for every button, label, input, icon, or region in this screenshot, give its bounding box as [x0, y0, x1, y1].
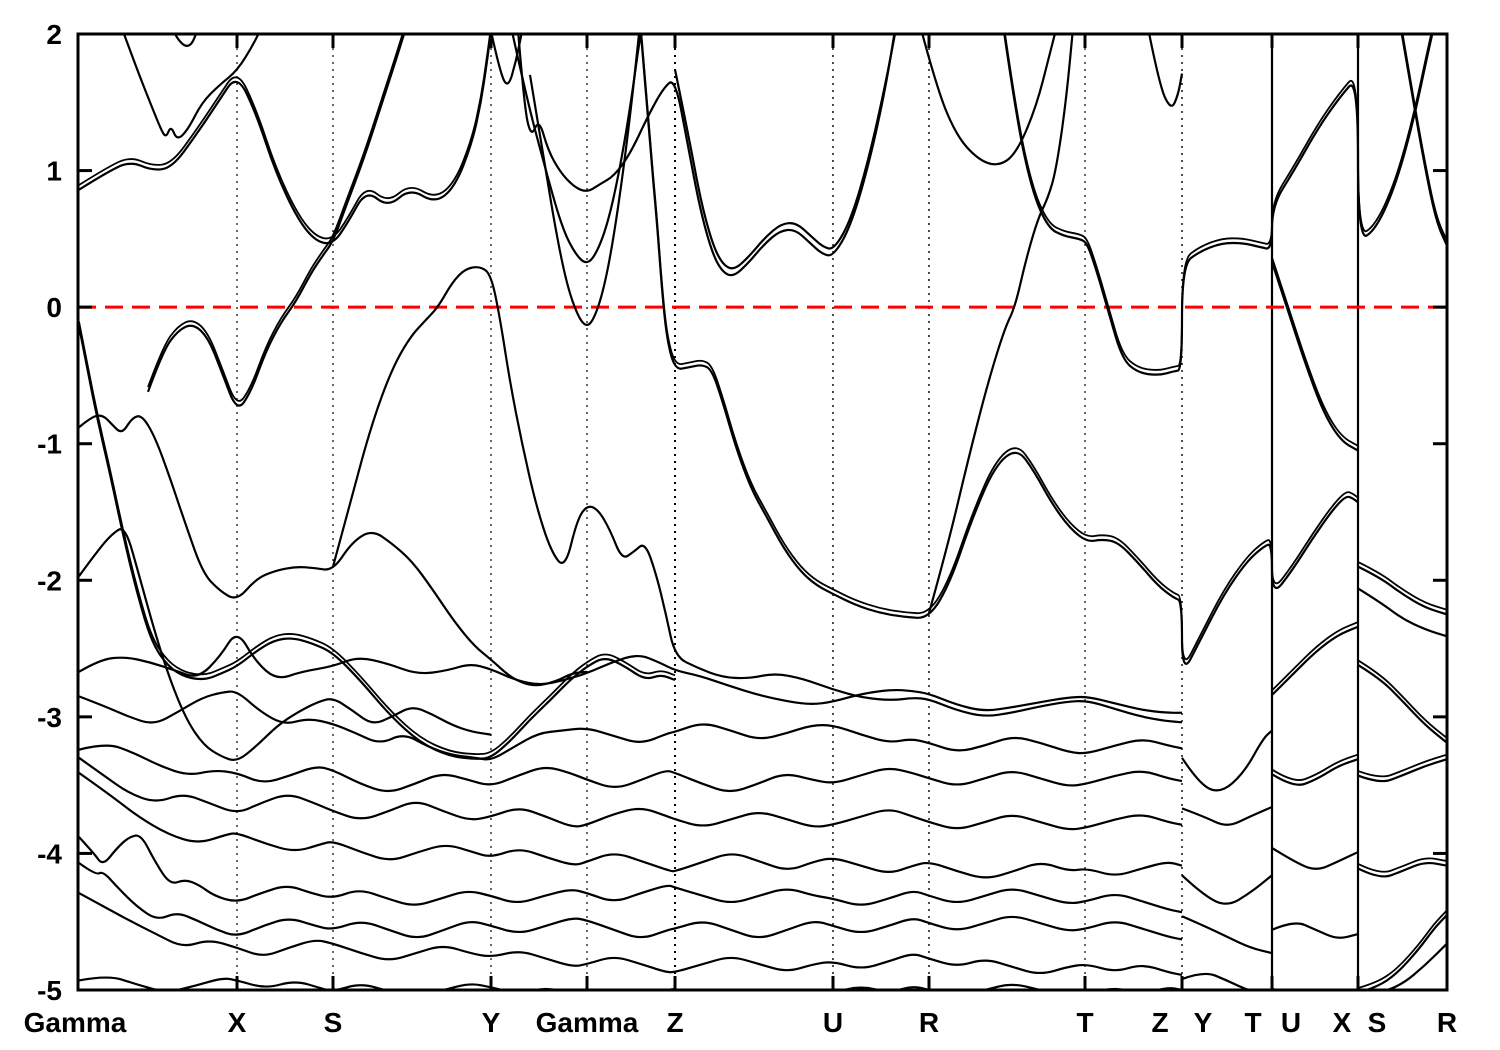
- band-path: [78, 976, 1183, 990]
- band-path: [78, 690, 1183, 761]
- band-path-pair: [1357, 753, 1447, 778]
- band-path: [78, 771, 1183, 879]
- x-axis-tick-label: Y: [482, 1007, 501, 1038]
- band-path-pair: [1357, 857, 1447, 873]
- band-path-pair: [78, 34, 491, 240]
- band-path: [146, 34, 406, 407]
- band-path-pair: [640, 34, 1359, 660]
- y-axis-tick-label: -5: [37, 975, 62, 1006]
- band-path-pair: [78, 321, 676, 756]
- band-path: [1148, 34, 1184, 107]
- band-path: [921, 34, 1056, 166]
- x-axis-tick-label: Z: [1151, 1007, 1168, 1038]
- band-path-pair: [1271, 257, 1359, 447]
- band-path: [78, 834, 1183, 914]
- x-axis-tick-label: S: [1368, 1007, 1387, 1038]
- band-path: [78, 528, 492, 761]
- band-path: [1181, 915, 1273, 955]
- band-path: [331, 266, 1183, 724]
- band-path: [78, 862, 1183, 941]
- band-path: [673, 34, 897, 270]
- x-axis-tick-label: Gamma: [536, 1007, 639, 1038]
- band-path: [639, 34, 1359, 665]
- band-path: [528, 34, 641, 327]
- y-axis-tick-label: -1: [37, 429, 62, 460]
- plot-border: [76, 32, 1449, 992]
- band-path: [927, 34, 1074, 614]
- band-path-pair: [1401, 34, 1447, 242]
- band-path-pair: [1357, 561, 1447, 611]
- band-path-pair: [1271, 753, 1359, 781]
- x-axis-tick-label: S: [324, 1007, 343, 1038]
- x-axis-tick-label: T: [1244, 1007, 1261, 1038]
- x-axis-tick-label: Z: [666, 1007, 683, 1038]
- x-axis-tick-label: X: [1333, 1007, 1352, 1038]
- band-path: [490, 34, 523, 85]
- band-path: [1271, 758, 1359, 786]
- x-axis-tick-label: R: [919, 1007, 939, 1038]
- y-axis-tick-label: -4: [37, 838, 62, 869]
- band-path: [78, 635, 1183, 714]
- y-axis-tick-label: 2: [46, 19, 62, 50]
- band-path: [78, 414, 588, 687]
- band-path: [173, 34, 198, 47]
- band-path: [1383, 942, 1447, 990]
- band-path: [511, 34, 642, 264]
- band-path: [78, 744, 1183, 793]
- band-path: [1357, 861, 1447, 878]
- y-axis-tick-label: 0: [46, 292, 62, 323]
- x-axis-tick-label: U: [823, 1007, 843, 1038]
- band-path: [1181, 729, 1273, 792]
- band-path: [1270, 261, 1359, 452]
- band-path-pair: [1357, 659, 1447, 739]
- band-path-pair: [1004, 34, 1433, 371]
- band-path-pair: [147, 34, 404, 402]
- y-axis-tick-label: -2: [37, 565, 62, 596]
- band-path: [517, 34, 896, 277]
- band-path: [1271, 625, 1359, 696]
- band-path: [1181, 972, 1253, 990]
- band-path: [1357, 664, 1447, 744]
- x-axis-tick-label: Y: [1194, 1007, 1213, 1038]
- x-axis-tick-label: R: [1437, 1007, 1457, 1038]
- band-path: [1181, 805, 1273, 826]
- y-axis-tick-label: 1: [46, 156, 62, 187]
- x-axis-tick-label: Gamma: [24, 1007, 127, 1038]
- band-path: [78, 34, 492, 245]
- band-path: [1363, 914, 1447, 990]
- x-axis-tick-label: X: [228, 1007, 247, 1038]
- band-path-pair: [1271, 621, 1359, 692]
- band-path: [1357, 587, 1447, 638]
- band-path: [1357, 758, 1447, 783]
- band-path: [78, 892, 1183, 977]
- band-path: [1357, 565, 1447, 616]
- band-path-pair: [1357, 909, 1447, 989]
- y-axis-tick-label: -3: [37, 702, 62, 733]
- band-path: [78, 756, 1183, 831]
- band-path: [1271, 922, 1359, 939]
- band-path: [122, 34, 260, 139]
- x-axis-tick-label: T: [1076, 1007, 1093, 1038]
- x-axis-tick-label: U: [1281, 1007, 1301, 1038]
- band-path: [1181, 874, 1273, 905]
- band-path: [1271, 847, 1359, 870]
